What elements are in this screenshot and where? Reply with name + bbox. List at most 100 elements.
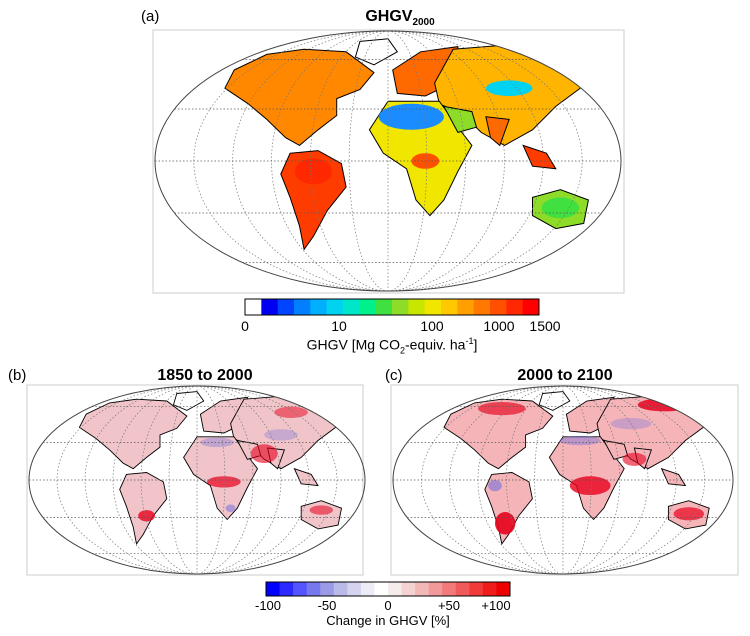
australia-interior [541,197,580,219]
increase-region [207,476,241,488]
ghgv-colorbar-swatch [522,299,540,315]
panel-a-graticule [155,30,621,292]
ghgv-colorbar-swatch [457,299,475,315]
change-tick-minus50: -50 [317,598,337,613]
landmass-seAsia [660,467,687,487]
change-tick-0: 0 [384,598,392,613]
meridian-line [196,385,282,575]
landmass-greenland [354,38,399,66]
ghgv-tick-1500: 1500 [529,318,561,334]
panel-c-letter: (c) [385,367,403,384]
meridian-line [449,385,564,575]
panel-c-map-outline [392,385,734,575]
ghgv-colorbar-swatch [277,299,295,315]
change-colorbar-swatch [360,582,375,596]
change-colorbar-swatch [374,582,389,596]
change-tick-plus100: +100 [481,598,511,613]
change-colorbar-swatch [469,582,484,596]
change-colorbar-swatch [496,582,511,596]
change-colorbar-label: Change in GHGV [%] [326,613,450,628]
ghgv-colorbar-swatch [408,299,426,315]
ghgv-label-suffix: ] [473,336,478,353]
decrease-region [264,429,298,441]
meridian-line [562,385,592,575]
panel-b-title: 1850 to 2000 [157,367,253,384]
meridian-line [562,385,677,575]
ghgv-colorbar-swatch [326,299,344,315]
ghgv-colorbar-swatch [473,299,491,315]
ghgv-tick-0: 0 [241,318,249,334]
panel-a-title-sub: 2000 [412,17,435,29]
meridian-line [196,385,338,575]
panel-b-graticule [29,385,365,575]
change-colorbar-swatch [455,582,470,596]
change-colorbar-swatch [320,582,335,596]
panel-a-title-main: GHGV [365,8,413,25]
change-colorbar-swatch [279,582,294,596]
ghgv-colorbar-frame [244,298,540,316]
meridian-line [196,385,254,575]
decrease-region [200,437,234,448]
panel-c-graticule [393,385,733,575]
meridian-line [534,385,564,575]
ghgv-colorbar-swatch [245,299,262,315]
panel-a-letter: (a) [141,8,160,25]
increase-region [569,476,611,496]
change-colorbar-swatch [306,582,321,596]
panel-c-title: 2000 to 2100 [517,367,613,384]
meridian-line [562,385,620,575]
ghgv-colorbar-swatch [441,299,458,315]
increase-region [274,406,308,418]
landmass-india [485,116,510,147]
panel-a-landmasses [224,38,589,251]
ghgv-label-prefix: GHGV [Mg CO [306,336,400,353]
panel-a-map-outline [154,30,622,292]
sahara-low-ghgv [378,103,444,130]
ghgv-tick-10: 10 [331,318,347,334]
change-tick-minus100: -100 [254,598,282,613]
ghgv-colorbar-label: GHGV [Mg CO2-equiv. ha-1] [242,336,542,355]
ghgv-colorbar-swatch [343,299,360,315]
ghgv-label-mid: -equiv. ha [405,336,466,353]
ghgv-colorbar-swatch [310,299,328,315]
landmass-greenland [538,391,571,411]
meridian-line [387,30,544,292]
ghgv-colorbar-swatch [261,299,279,315]
panel-b-letter: (b) [8,367,27,384]
change-colorbar-swatch [347,582,362,596]
change-tick-plus50: +50 [437,598,461,613]
meridian-line [56,385,198,575]
landmass-greenland [172,391,205,411]
change-colorbar-frame [265,581,511,597]
increase-region [250,444,278,464]
ghgv-colorbar-swatch [490,299,507,315]
decrease-region [488,480,502,492]
ghgv-label-sup: -1 [465,336,474,346]
ghgv-colorbar-swatch [294,299,311,315]
panel-b-map-outline [28,385,366,575]
ghgv-colorbar-swatch [506,299,524,315]
increase-region [495,511,516,535]
landmass-seAsia [522,144,557,170]
asia-desert-low-ghgv [485,80,533,96]
change-colorbar-swatch [266,582,281,596]
change-colorbar-swatch [388,582,403,596]
amazon-high-ghgv [294,158,333,185]
increase-region [138,510,156,522]
landmass-seAsia [293,467,319,487]
ghgv-label-sub: 2 [399,345,405,356]
panel-a-title: GHGV2000 [340,8,460,28]
ghgv-tick-1000: 1000 [483,318,515,334]
decrease-region [225,504,236,512]
landmass-northAmerica [443,398,554,470]
ghgv-colorbar-swatch [424,299,442,315]
increase-region [673,507,705,521]
ghgv-colorbar-swatch [359,299,377,315]
change-colorbar-swatch [401,582,416,596]
landmass-arabia [442,105,478,133]
change-colorbar-swatch [415,582,430,596]
